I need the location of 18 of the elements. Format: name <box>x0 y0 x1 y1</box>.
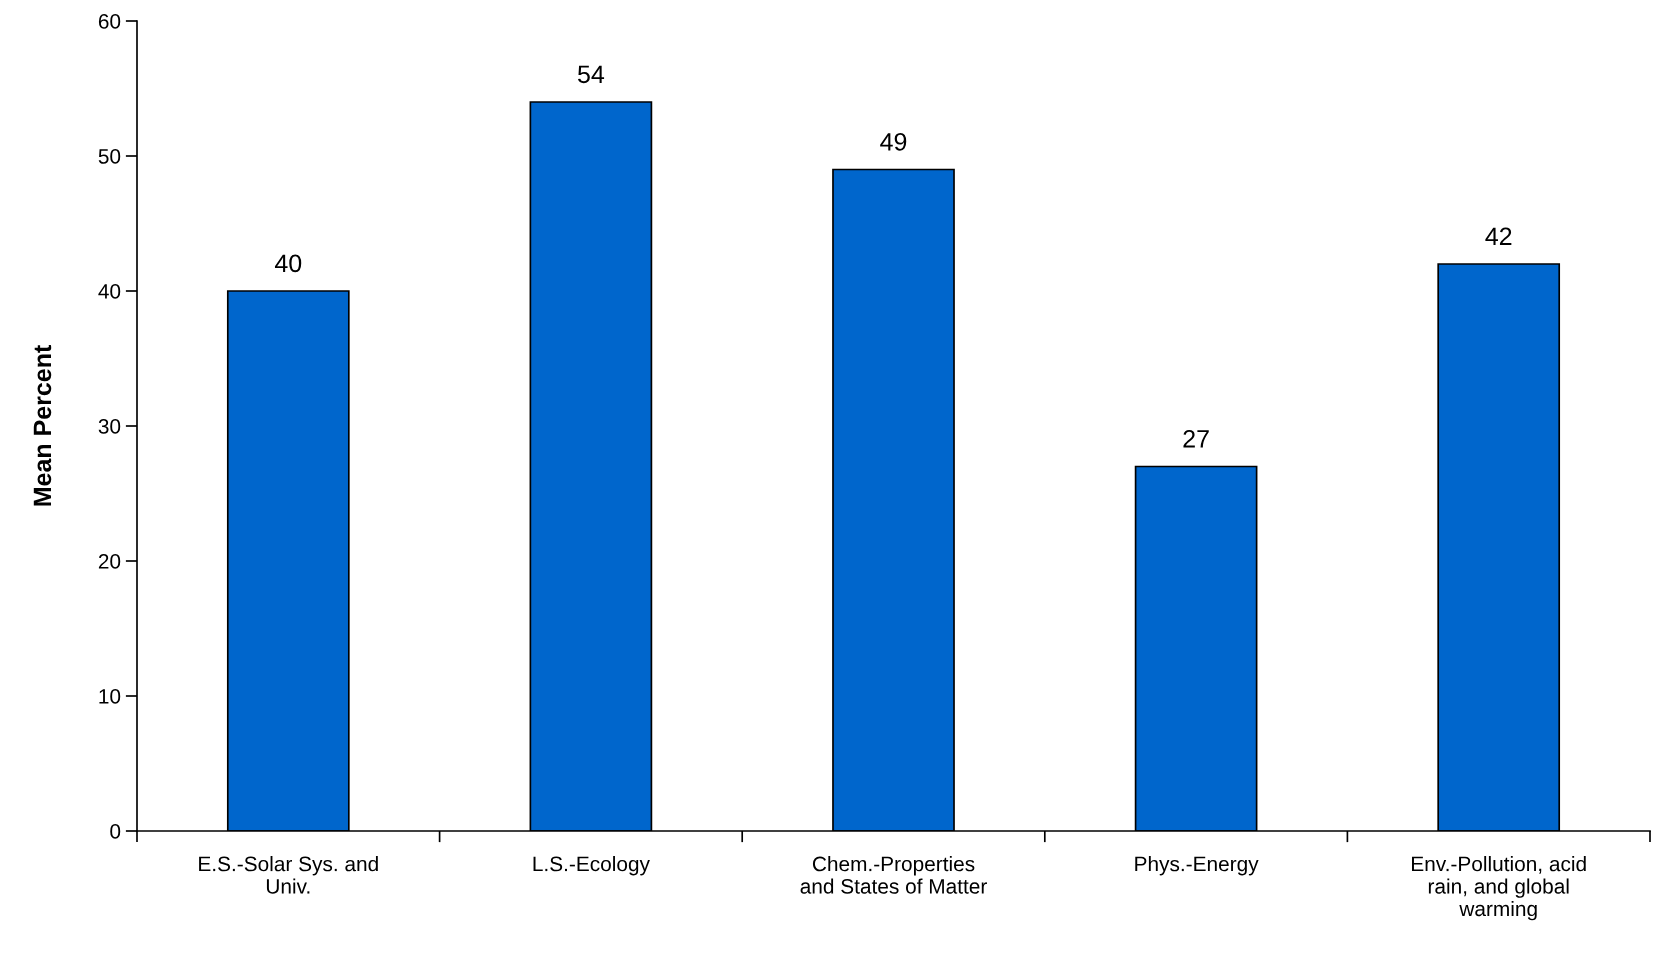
x-tick-label: L.S.-Ecology <box>533 856 650 876</box>
y-tick-label: 60 <box>98 14 121 29</box>
data-label: 42 <box>1485 227 1512 245</box>
y-tick-label: 40 <box>98 284 121 299</box>
x-tick-label: Phys.-Energy <box>1135 856 1259 876</box>
y-tick-label: 10 <box>99 689 121 704</box>
y-tick-label: 0 <box>110 824 121 839</box>
data-label: 49 <box>880 132 907 151</box>
x-tick-label: E.S.-Solar Sys. and Univ. <box>199 856 378 894</box>
y-tick-label: 20 <box>98 554 121 569</box>
y-axis-title: Mean Percent <box>33 345 52 506</box>
data-label: 40 <box>274 254 302 273</box>
data-label: 27 <box>1183 429 1209 448</box>
y-tick-label: 30 <box>98 419 121 434</box>
x-tick-label: Env.-Pollution, acid rain, and global warming <box>1412 856 1586 921</box>
x-tick-label: Chem.-Properties and States of Matter <box>800 856 987 894</box>
data-label: 54 <box>578 65 605 84</box>
y-tick-label: 50 <box>98 149 121 164</box>
